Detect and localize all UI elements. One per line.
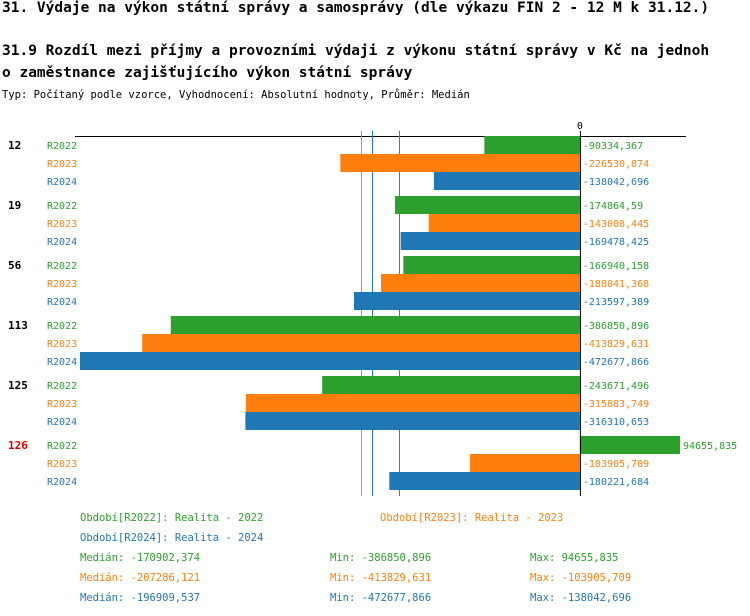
- stat-median-r2024: Medián: -196909,537: [80, 592, 201, 604]
- value-label: -188041,368: [583, 279, 649, 290]
- value-label: -166940,158: [583, 261, 649, 272]
- value-label: -316310,653: [583, 417, 649, 428]
- legend-period-r2024: Období[R2024]: Realita - 2024: [80, 532, 264, 544]
- series-label: R2023: [47, 279, 77, 290]
- value-label: -243671,496: [583, 381, 649, 392]
- stat-min-r2023: Min: -413829,631: [330, 572, 432, 584]
- stat-max-r2022: Max: 94655,835: [530, 552, 619, 564]
- bar-r2024: [389, 472, 580, 490]
- series-label: R2023: [47, 339, 77, 350]
- bar-r2023: [245, 394, 580, 412]
- bar-chart: 0 12 R2022 -90334,367 R2023 -226530,874 R2024 -…: [8, 121, 737, 496]
- chart-subtitle-line1: 31.9 Rozdíl mezi příjmy a provozními výd…: [2, 43, 710, 59]
- bar-r2022: [403, 256, 580, 274]
- stat-median-r2023: Medián: -207286,121: [80, 572, 201, 584]
- series-label: R2023: [47, 219, 77, 230]
- value-label: -169478,425: [583, 237, 649, 248]
- series-label: R2022: [47, 261, 77, 272]
- series-label: R2023: [47, 399, 77, 410]
- series-label: R2022: [47, 321, 77, 332]
- legend-period-r2023: Období[R2023]: Realita - 2023: [380, 512, 564, 524]
- series-label: R2024: [47, 477, 77, 488]
- series-label: R2022: [47, 201, 77, 212]
- bar-r2022: [170, 316, 580, 334]
- series-label: R2024: [47, 177, 77, 188]
- bar-r2023: [470, 454, 580, 472]
- bar-r2024: [353, 292, 580, 310]
- bar-r2022: [579, 436, 680, 454]
- series-label: R2022: [47, 441, 77, 452]
- category-label: 56: [8, 259, 22, 272]
- value-label: -315883,749: [583, 399, 649, 410]
- bar-r2023: [142, 334, 580, 352]
- bar-r2024: [245, 412, 580, 430]
- chart-subtitle-line2: o zaměstnance zajišťujícího výkon státní…: [2, 65, 413, 81]
- value-label: -138042,696: [583, 177, 649, 188]
- category-label: 125: [8, 379, 28, 392]
- stat-min-r2022: Min: -386850,896: [330, 552, 432, 564]
- bar-r2024: [80, 352, 580, 370]
- category-label: 113: [8, 319, 28, 332]
- category-label: 19: [8, 199, 21, 212]
- chart-info: Typ: Počítaný podle vzorce, Vyhodnocení:…: [2, 89, 470, 101]
- bar-r2022: [394, 196, 580, 214]
- series-label: R2024: [47, 237, 77, 248]
- bar-r2024: [433, 172, 580, 190]
- bar-r2023: [340, 154, 580, 172]
- value-label: -90334,367: [583, 141, 643, 152]
- bar-r2024: [400, 232, 580, 250]
- value-label: -180221,684: [583, 477, 649, 488]
- stat-max-r2023: Max: -103905,709: [530, 572, 632, 584]
- series-label: R2022: [47, 141, 77, 152]
- series-label: R2024: [47, 417, 77, 428]
- series-label: R2024: [47, 297, 77, 308]
- value-label: 94655,835: [683, 441, 737, 452]
- category-label: 126: [8, 439, 28, 452]
- stat-max-r2024: Max: -138042,696: [530, 592, 632, 604]
- category-label: 12: [8, 139, 21, 152]
- value-label: -174864,59: [583, 201, 643, 212]
- series-label: R2022: [47, 381, 77, 392]
- value-label: -213597,389: [583, 297, 649, 308]
- value-label: -143008,445: [583, 219, 649, 230]
- value-label: -103905,709: [583, 459, 649, 470]
- value-label: -226530,874: [583, 159, 649, 170]
- value-label: -413829,631: [583, 339, 649, 350]
- series-label: R2024: [47, 357, 77, 368]
- bar-r2023: [381, 274, 580, 292]
- stat-median-r2022: Medián: -170902,374: [80, 552, 201, 564]
- series-label: R2023: [47, 159, 77, 170]
- bar-r2022: [322, 376, 580, 394]
- value-label: -472677,866: [583, 357, 649, 368]
- legend-period-r2022: Období[R2022]: Realita - 2022: [80, 512, 264, 524]
- series-label: R2023: [47, 459, 77, 470]
- value-label: -386850,896: [583, 321, 649, 332]
- zero-tick-label: 0: [577, 121, 583, 132]
- stat-min-r2024: Min: -472677,866: [330, 592, 432, 604]
- bar-r2022: [484, 136, 580, 154]
- page-title: 31. Výdaje na výkon státní správy a samo…: [2, 0, 710, 16]
- bar-r2023: [428, 214, 580, 232]
